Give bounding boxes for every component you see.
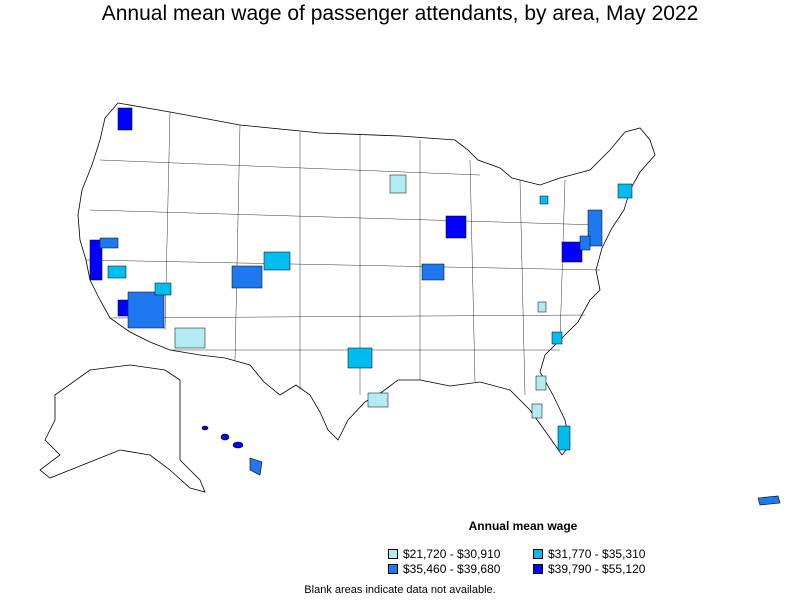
legend-label-3: $35,460 - $39,680	[403, 562, 501, 576]
legend-label-4: $39,790 - $55,120	[548, 562, 646, 576]
legend-item-2: $31,770 - $35,310	[533, 547, 645, 561]
legend-label-1: $21,720 - $30,910	[403, 547, 501, 561]
continental-us-outline	[77, 102, 656, 456]
map-title: Annual mean wage of passenger attendants…	[101, 2, 699, 25]
legend-swatch-3	[388, 564, 398, 574]
legend-item-3: $35,460 - $39,680	[388, 562, 500, 576]
legend-item-4: $39,790 - $55,120	[533, 562, 645, 576]
hawaii-islands	[201, 425, 263, 476]
legend-label-2: $31,770 - $35,310	[548, 547, 646, 561]
colored-areas	[89, 107, 633, 451]
legend-swatch-1	[388, 549, 398, 559]
alaska-outline	[39, 364, 206, 493]
footnote: Blank areas indicate data not available.	[304, 584, 496, 596]
legend-swatch-4	[533, 564, 543, 574]
legend-item-1: $21,720 - $30,910	[388, 547, 500, 561]
legend-title: Annual mean wage	[468, 519, 578, 533]
puerto-rico	[757, 495, 781, 506]
legend-swatch-2	[533, 549, 543, 559]
